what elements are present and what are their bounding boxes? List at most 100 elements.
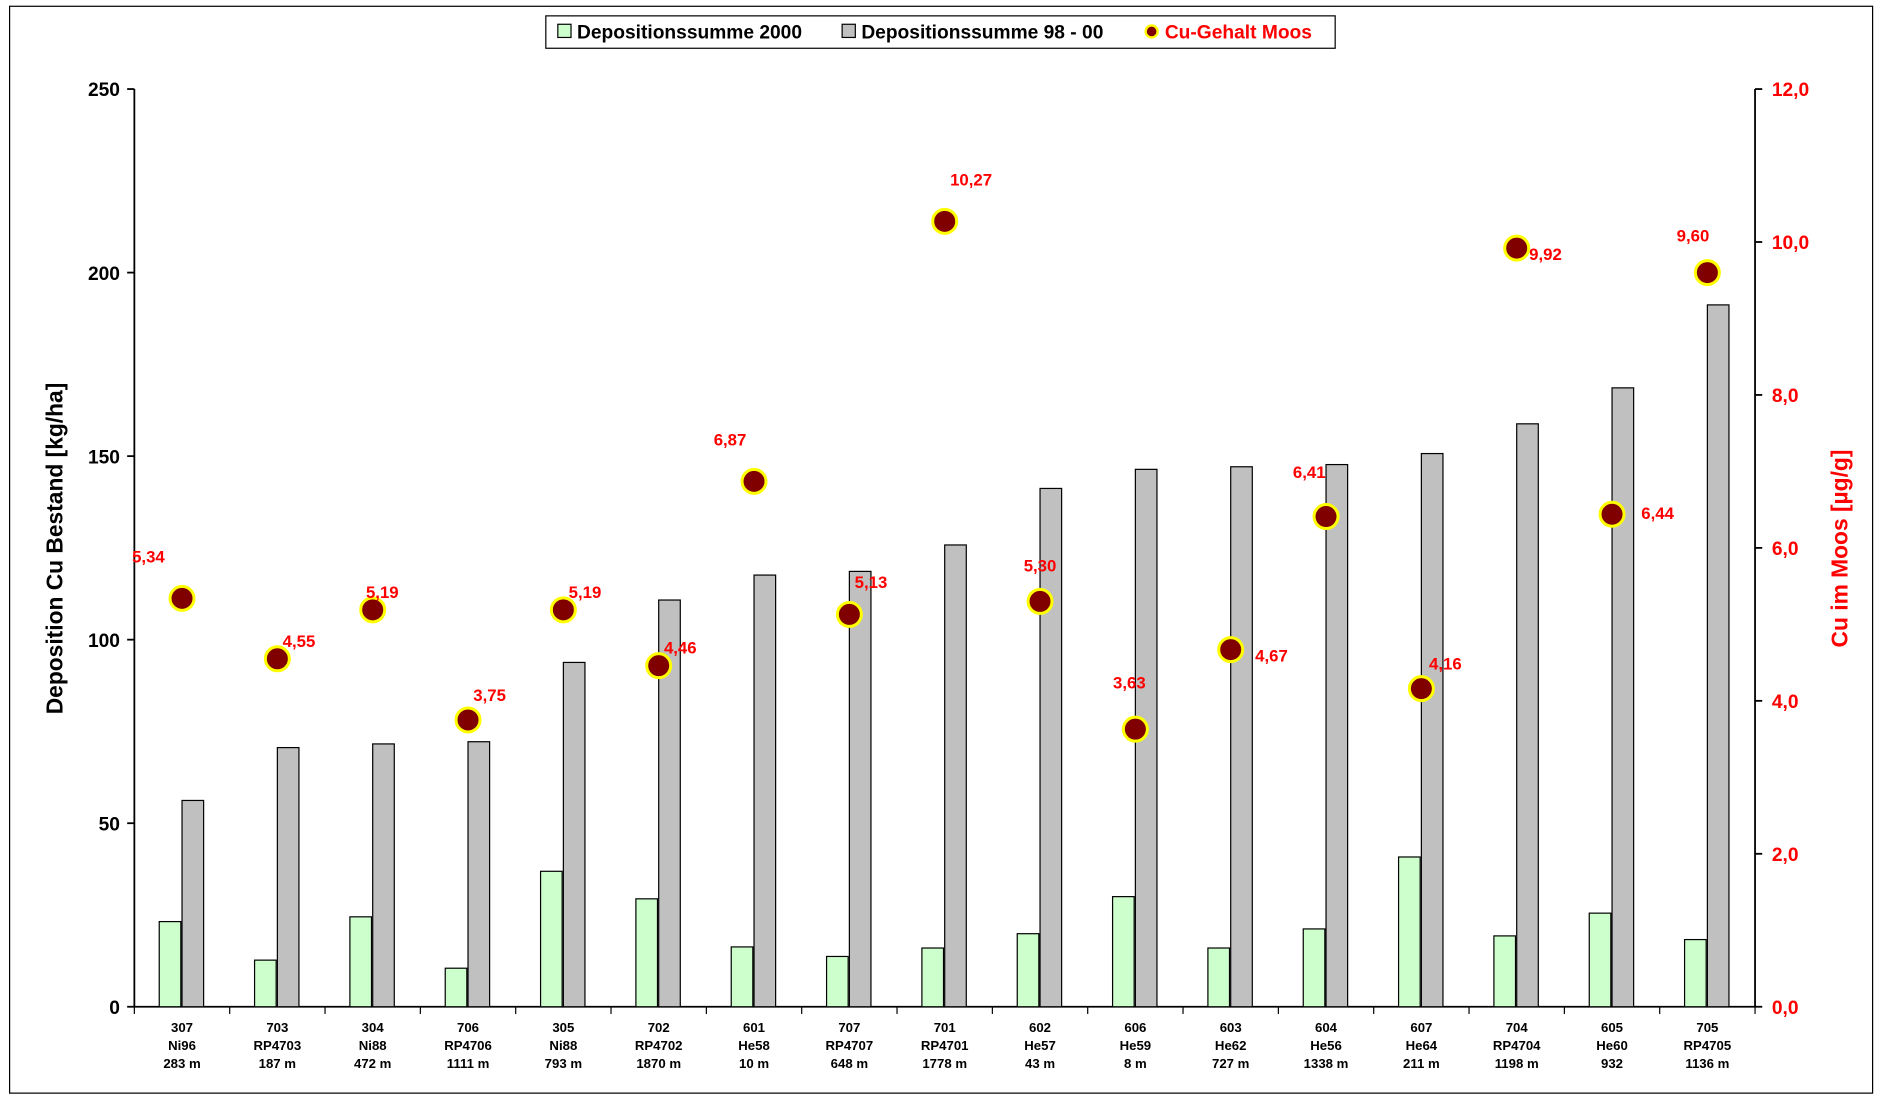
bar: [1611, 387, 1635, 1008]
marker: [1026, 587, 1054, 615]
x-tick-label: He64: [1406, 1038, 1438, 1053]
y2-tick-label: 12,0: [1772, 80, 1809, 101]
x-tick-label: RP4705: [1684, 1038, 1732, 1053]
x-tick-label: RP4702: [635, 1038, 683, 1053]
x-tick-label: 211 m: [1403, 1056, 1440, 1071]
x-tick-label: Ni88: [549, 1038, 577, 1053]
x-tick-label: 601: [743, 1020, 765, 1035]
x-tick-label: RP4704: [1493, 1038, 1541, 1053]
x-tick-label: 705: [1696, 1020, 1718, 1035]
bar: [1516, 423, 1539, 1008]
x-tick-label: 603: [1220, 1020, 1242, 1035]
marker: [835, 600, 863, 628]
data-label: 4,16: [1429, 654, 1462, 673]
data-label: 5,30: [1024, 556, 1057, 575]
bar: [562, 661, 586, 1008]
x-tick-label: 604: [1315, 1020, 1338, 1035]
marker: [454, 706, 482, 734]
x-tick-label: 10 m: [739, 1056, 769, 1071]
bar: [1325, 463, 1349, 1008]
data-label: 3,75: [473, 686, 506, 705]
x-tick-label: 606: [1124, 1020, 1146, 1035]
bar: [1039, 487, 1063, 1008]
x-tick-label: 702: [648, 1020, 670, 1035]
bar: [944, 544, 967, 1008]
y2-tick-label: 2,0: [1772, 845, 1799, 866]
bar: [467, 741, 491, 1008]
x-tick-label: He60: [1596, 1038, 1628, 1053]
x-tick-label: 305: [552, 1020, 574, 1035]
y2-tick-label: 6,0: [1772, 539, 1799, 560]
legend-label: Depositionssumme 98 - 00: [861, 23, 1103, 44]
x-tick-label: 605: [1601, 1020, 1623, 1035]
data-label: 10,27: [950, 170, 992, 189]
marker: [168, 584, 196, 612]
bar: [1706, 304, 1730, 1008]
data-label: 9,92: [1529, 245, 1562, 264]
data-label: 5,13: [855, 573, 888, 592]
bar: [635, 898, 659, 1008]
chart-border: [8, 5, 1874, 1094]
x-tick-label: He59: [1120, 1038, 1152, 1053]
y2-tick-label: 8,0: [1772, 386, 1799, 407]
x-tick-label: 472 m: [354, 1056, 391, 1071]
x-tick-label: Ni96: [168, 1038, 196, 1053]
x-tick-label: He57: [1024, 1038, 1056, 1053]
x-tick-label: 701: [934, 1020, 956, 1035]
x-tick-label: 793 m: [545, 1056, 582, 1071]
y-tick-label: 200: [88, 264, 120, 285]
data-label: 4,67: [1255, 647, 1288, 666]
legend-label: Depositionssumme 2000: [577, 23, 802, 44]
bar: [1230, 466, 1253, 1008]
x-tick-label: 727 m: [1212, 1056, 1249, 1071]
bar: [825, 955, 849, 1008]
x-tick-label: 932: [1601, 1056, 1623, 1071]
bar: [349, 916, 373, 1008]
x-tick-label: 704: [1506, 1020, 1529, 1035]
data-label: 5,34: [132, 547, 165, 566]
data-label: 6,41: [1293, 463, 1326, 482]
x-tick-label: 1111 m: [447, 1056, 490, 1071]
bar: [1420, 452, 1444, 1008]
marker: [931, 207, 959, 235]
bar: [730, 946, 754, 1008]
x-tick-label: He62: [1215, 1038, 1247, 1053]
x-tick-label: 648 m: [831, 1056, 868, 1071]
marker: [1121, 715, 1149, 743]
x-tick-label: RP4706: [444, 1038, 492, 1053]
y-tick-label: 250: [88, 80, 120, 101]
x-tick-label: 707: [838, 1020, 860, 1035]
marker: [740, 467, 768, 495]
bar: [1493, 935, 1517, 1008]
marker: [1407, 675, 1435, 703]
bar: [1683, 938, 1707, 1008]
bar: [1302, 928, 1326, 1008]
data-label: 4,46: [664, 639, 697, 658]
bar: [1207, 947, 1231, 1008]
marker: [359, 596, 387, 624]
marker: [1217, 636, 1245, 664]
y2-tick-label: 10,0: [1772, 233, 1809, 254]
x-tick-label: RP4701: [921, 1038, 969, 1053]
data-label: 3,63: [1113, 673, 1146, 692]
y-tick-label: 150: [88, 447, 120, 468]
x-tick-label: He58: [738, 1038, 770, 1053]
y-tick-label: 50: [99, 814, 120, 835]
x-tick-label: 607: [1410, 1020, 1432, 1035]
x-tick-label: 304: [362, 1020, 385, 1035]
x-tick-label: 602: [1029, 1020, 1051, 1035]
marker: [1693, 259, 1721, 287]
x-tick-label: 283 m: [163, 1056, 200, 1071]
bar: [444, 967, 468, 1008]
x-tick-label: Ni88: [359, 1038, 387, 1053]
y2-tick-label: 4,0: [1772, 692, 1799, 713]
marker: [263, 645, 291, 673]
bar: [848, 570, 872, 1008]
x-tick-label: 1198 m: [1495, 1056, 1539, 1071]
bar: [181, 799, 205, 1008]
x-tick-label: RP4707: [826, 1038, 874, 1053]
bar: [1588, 912, 1612, 1008]
y-tick-label: 100: [88, 631, 120, 652]
data-label: 9,60: [1677, 226, 1710, 245]
y2-tick-label: 0,0: [1772, 998, 1799, 1019]
